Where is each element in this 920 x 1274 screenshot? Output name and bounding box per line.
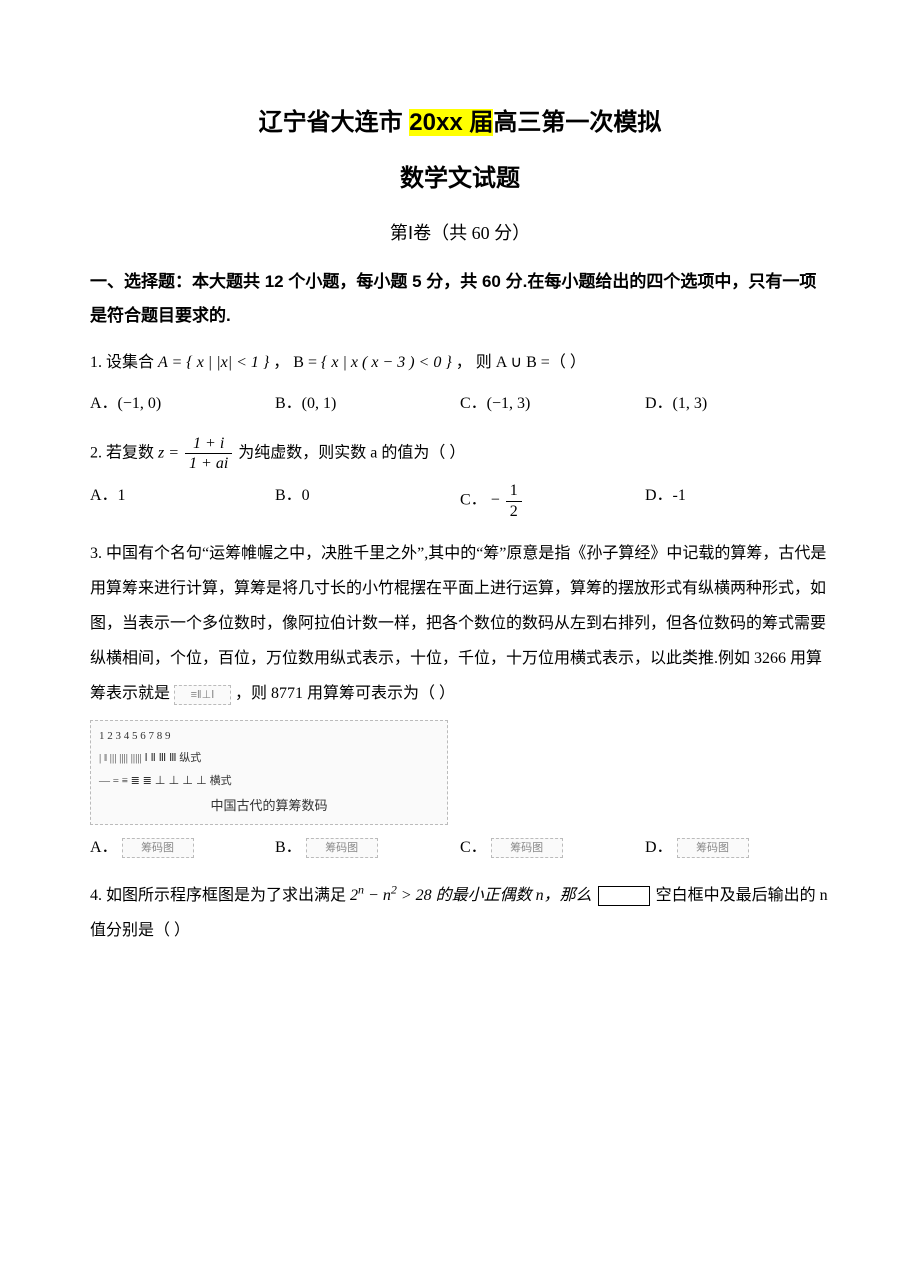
q3-opt-a: A． 筹码图 [90, 833, 275, 863]
q3-opt-c-img: 筹码图 [491, 838, 563, 858]
q3-opt-a-label: A． [90, 839, 118, 856]
q3-opt-d-img: 筹码图 [677, 838, 749, 858]
q3-text-b: ，则 8771 用算筹可表示为（ ） [235, 685, 455, 702]
q2-prefix: 2. 若复数 [90, 444, 158, 461]
q3-row-horz: — = ≡ ≣ ≣ ⊥ ⊥ ⊥ ⊥ 横式 [99, 771, 439, 792]
page-title: 辽宁省大连市 20xx 届高三第一次模拟 [90, 100, 830, 146]
q3-figure-box: 1 2 3 4 5 6 7 8 9 | ‖ ||| |||| ||||| Ⅰ Ⅱ… [90, 720, 448, 825]
q4-blank-box [598, 886, 650, 906]
q3-text-a: 3. 中国有个名句“运筹帷幄之中，决胜千里之外”,其中的“筹”原意是指《孙子算经… [90, 545, 826, 703]
title-prefix: 辽宁省大连市 [259, 109, 410, 136]
q2-opt-a: A．1 [90, 481, 275, 520]
q3-opt-b: B． 筹码图 [275, 833, 460, 863]
q2-opt-c-pre: C． [460, 492, 487, 509]
q3-inline-img: ≡‖⊥Ⅰ [174, 685, 231, 705]
q2-opt-d: D．-1 [645, 481, 830, 520]
q2-opt-c: C． − 1 2 [460, 481, 645, 520]
q1-prefix: 1. 设集合 [90, 354, 158, 371]
q1-set-b-lead: ， B = [273, 354, 321, 371]
q3-options: A． 筹码图 B． 筹码图 C． 筹码图 D． 筹码图 [90, 833, 830, 863]
q2-opt-c-num: 1 [506, 481, 522, 501]
question-2: 2. 若复数 z = 1 + i 1 + ai 为纯虚数，则实数 a 的值为（ … [90, 434, 830, 473]
q2-opt-c-frac: 1 2 [506, 481, 522, 520]
q1-opt-b: B．(0, 1) [275, 389, 460, 419]
section-label: 第Ⅰ卷（共 60 分） [90, 216, 830, 250]
q1-set-a-lead: A = [158, 354, 186, 371]
q3-opt-d: D． 筹码图 [645, 833, 830, 863]
title-suffix: 高三第一次模拟 [493, 109, 661, 136]
q2-opt-c-neg: − [491, 492, 500, 509]
q3-opt-a-img: 筹码图 [122, 838, 194, 858]
q1-opt-a: A．(−1, 0) [90, 389, 275, 419]
q4-expr-base: 2 [350, 887, 358, 904]
q1-set-a-body: { x | |x| < 1 } [186, 354, 269, 371]
subtitle: 数学文试题 [90, 156, 830, 202]
q4-expr-tail: > 28 的最小正偶数 n，那么 [397, 887, 596, 904]
q3-row-vert: | ‖ ||| |||| ||||| Ⅰ Ⅱ Ⅲ Ⅲ 纵式 [99, 748, 439, 769]
q2-options: A．1 B．0 C． − 1 2 D．-1 [90, 481, 830, 520]
q2-opt-c-den: 2 [506, 502, 522, 521]
q3-opt-c: C． 筹码图 [460, 833, 645, 863]
q3-figure-caption: 中国古代的算筹数码 [99, 794, 439, 819]
q3-opt-b-img: 筹码图 [306, 838, 378, 858]
instructions: 一、选择题：本大题共 12 个小题，每小题 5 分，共 60 分.在每小题给出的… [90, 265, 830, 333]
q3-figure: 1 2 3 4 5 6 7 8 9 | ‖ ||| |||| ||||| Ⅰ Ⅱ… [90, 720, 830, 825]
q3-opt-b-label: B． [275, 839, 302, 856]
q1-options: A．(−1, 0) B．(0, 1) C．(−1, 3) D．(1, 3) [90, 389, 830, 419]
q2-opt-b: B．0 [275, 481, 460, 520]
q2-zeq: z = [158, 444, 183, 461]
q3-opt-c-label: C． [460, 839, 487, 856]
q2-frac: 1 + i 1 + ai [185, 434, 232, 473]
q2-suffix: 为纯虚数，则实数 a 的值为（ ） [238, 444, 465, 461]
q4-prefix: 4. 如图所示程序框图是为了求出满足 [90, 887, 350, 904]
q2-frac-den: 1 + ai [185, 454, 232, 473]
question-4: 4. 如图所示程序框图是为了求出满足 2n − n2 > 28 的最小正偶数 n… [90, 878, 830, 948]
q3-opt-d-label: D． [645, 839, 673, 856]
q1-set-b-body: { x | x ( x − 3 ) < 0 } [321, 354, 452, 371]
title-highlight: 20xx 届 [409, 109, 493, 136]
question-1: 1. 设集合 A = { x | |x| < 1 } ， B = { x | x… [90, 345, 830, 380]
q1-opt-d: D．(1, 3) [645, 389, 830, 419]
q1-tail: ， 则 A ∪ B =（ ） [456, 354, 586, 371]
q4-expr-mid: − n [364, 887, 391, 904]
q1-opt-c: C．(−1, 3) [460, 389, 645, 419]
q3-row-numbers: 1 2 3 4 5 6 7 8 9 [99, 726, 439, 747]
q2-frac-num: 1 + i [185, 434, 232, 454]
question-3: 3. 中国有个名句“运筹帷幄之中，决胜千里之外”,其中的“筹”原意是指《孙子算经… [90, 536, 830, 712]
